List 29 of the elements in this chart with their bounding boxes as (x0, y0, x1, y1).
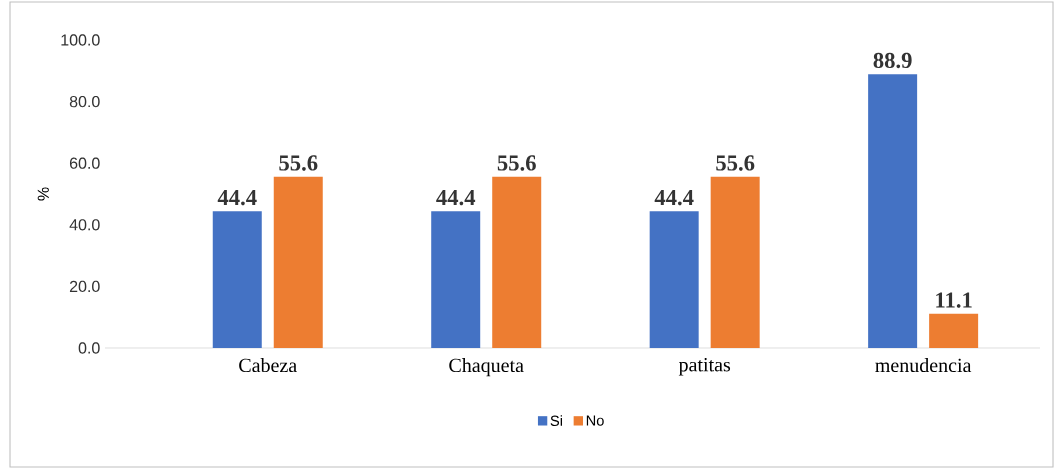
bar (649, 211, 699, 348)
bar (212, 211, 262, 348)
bar (431, 211, 481, 348)
y-tick-label: 60.0 (69, 157, 100, 169)
y-tick-label: 20.0 (69, 280, 100, 293)
bar (868, 74, 918, 348)
legend-label: No (586, 415, 604, 426)
data-label: 44.4 (654, 189, 694, 206)
data-label: 55.6 (716, 155, 755, 171)
y-tick-label: 0.0 (78, 342, 100, 354)
data-label: 11.1 (936, 292, 972, 308)
data-label: 55.6 (497, 155, 536, 171)
x-tick-label: menudencia (875, 358, 972, 373)
x-tick-label: patitas (678, 358, 731, 376)
bar (929, 313, 979, 348)
data-label: 88.9 (873, 52, 912, 69)
bar (492, 176, 542, 348)
x-tick-label: Cabeza (239, 358, 297, 373)
bar (273, 176, 323, 348)
legend-label: Si (550, 415, 563, 426)
y-tick-label: 80.0 (69, 95, 100, 108)
y-tick-label: 100.0 (61, 34, 100, 46)
bar (710, 176, 760, 348)
y-axis-title: % (37, 187, 49, 201)
y-tick-label: 40.0 (69, 219, 100, 231)
data-label: 55.6 (279, 155, 318, 171)
data-label: 44.4 (436, 189, 476, 206)
x-tick-label: Chaqueta (449, 358, 524, 377)
data-label: 44.4 (217, 189, 257, 206)
